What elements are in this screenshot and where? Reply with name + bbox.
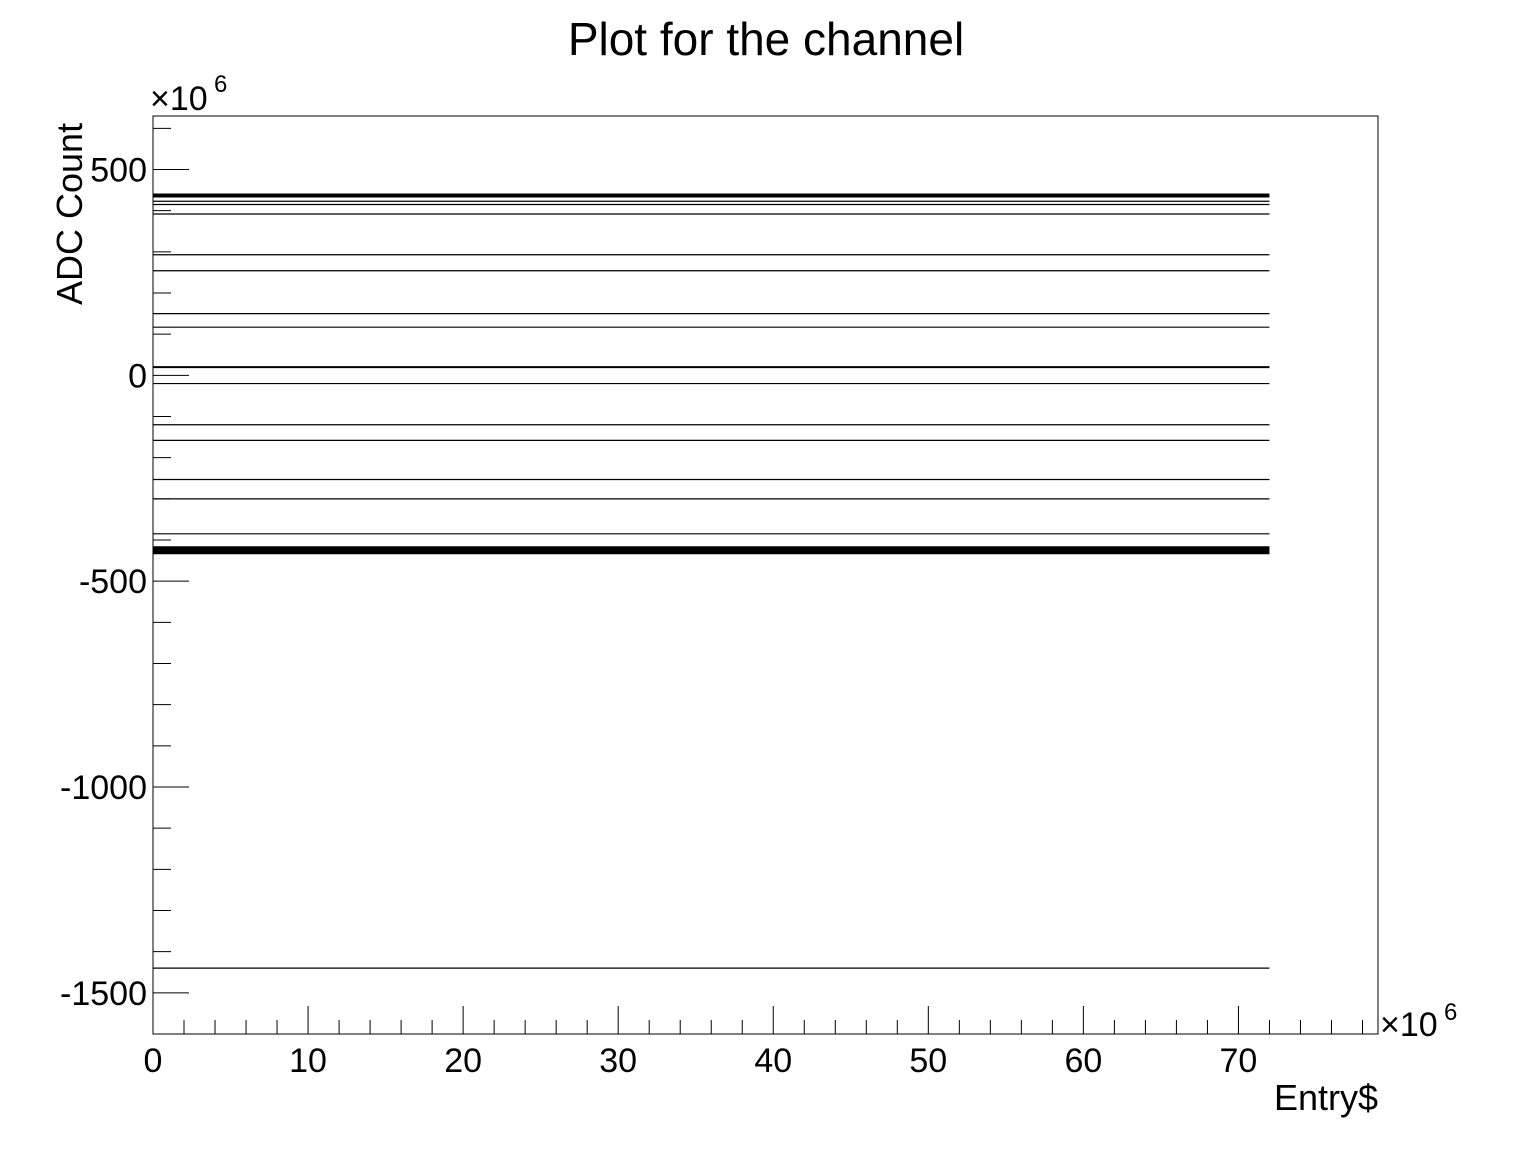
x-exponent-base: ×10 (1380, 1006, 1438, 1044)
y-axis: -1500 -1000 -500 0 500 (60, 127, 189, 1035)
y-axis-label: ADC Count (49, 123, 90, 305)
y-tick-label: 0 (128, 357, 147, 395)
x-tick-label: 50 (909, 1042, 947, 1080)
x-axis: 0 10 20 30 40 50 60 70 (144, 1006, 1363, 1080)
y-exponent-label: ×10 6 (150, 71, 227, 118)
plot-frame (152, 115, 1379, 1035)
y-exponent-base: ×10 (150, 80, 208, 118)
chart-title: Plot for the channel (568, 13, 964, 65)
y-tick-label: -1000 (60, 769, 147, 807)
x-tick-label: 30 (599, 1042, 637, 1080)
y-tick-label: -500 (79, 563, 147, 601)
x-tick-label: 70 (1220, 1042, 1258, 1080)
x-axis-label: Entry$ (1274, 1077, 1378, 1118)
x-tick-label: 40 (754, 1042, 792, 1080)
x-tick-label: 0 (144, 1042, 163, 1080)
bands-layer (153, 193, 1270, 969)
x-tick-label: 10 (289, 1042, 327, 1080)
x-tick-label: 20 (444, 1042, 482, 1080)
x-exponent-label: ×10 6 (1380, 999, 1457, 1044)
y-tick-label: -1500 (60, 975, 147, 1013)
y-tick-label: 500 (90, 152, 147, 190)
x-tick-label: 60 (1064, 1042, 1102, 1080)
x-exponent-power: 6 (1444, 999, 1457, 1026)
y-exponent-power: 6 (214, 71, 227, 98)
